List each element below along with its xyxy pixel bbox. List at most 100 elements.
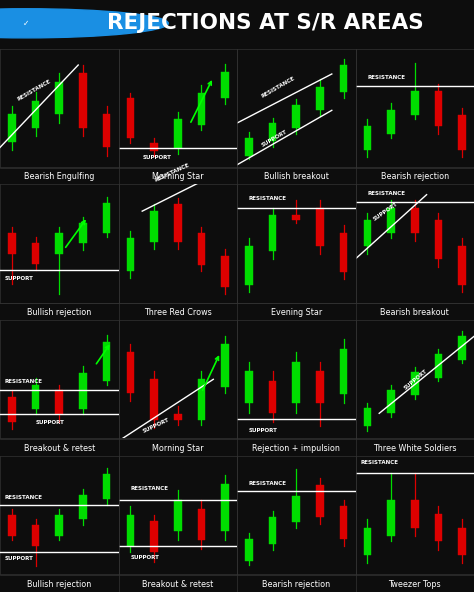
Bar <box>245 371 253 403</box>
Bar <box>292 496 300 522</box>
Bar <box>245 246 253 285</box>
Bar <box>174 414 182 420</box>
Bar <box>435 220 442 259</box>
Bar <box>174 120 182 148</box>
Bar <box>340 506 347 539</box>
Bar <box>316 86 324 110</box>
Bar <box>435 514 442 541</box>
Bar <box>269 381 276 413</box>
Text: Three White Soldiers: Three White Soldiers <box>373 443 456 453</box>
Bar <box>292 105 300 128</box>
Bar <box>340 65 347 92</box>
Text: Bearish breakout: Bearish breakout <box>380 308 449 317</box>
Bar <box>411 208 419 233</box>
Bar <box>458 336 466 359</box>
Text: Three Red Crows: Three Red Crows <box>144 308 211 317</box>
Text: SUPPORT: SUPPORT <box>5 556 34 561</box>
Bar <box>245 539 253 561</box>
Bar <box>32 385 39 410</box>
Bar <box>411 500 419 527</box>
Bar <box>103 342 110 381</box>
Bar <box>55 82 63 114</box>
Bar <box>221 72 229 98</box>
Text: RESISTANCE: RESISTANCE <box>249 481 287 485</box>
Text: REJECTIONS AT S/R AREAS: REJECTIONS AT S/R AREAS <box>107 13 424 33</box>
Bar <box>269 123 276 141</box>
Bar <box>103 114 110 147</box>
Text: SUPPORT: SUPPORT <box>403 369 428 391</box>
Bar <box>387 208 395 233</box>
Text: Bearish Engulfing: Bearish Engulfing <box>24 172 94 181</box>
Text: SUPPORT: SUPPORT <box>142 417 171 434</box>
Text: Evening Star: Evening Star <box>271 308 322 317</box>
Text: RESISTANCE: RESISTANCE <box>261 75 296 99</box>
Bar <box>32 525 39 546</box>
Text: Rejection + impulsion: Rejection + impulsion <box>252 443 340 453</box>
Text: Morning Star: Morning Star <box>152 172 203 181</box>
Bar <box>458 527 466 555</box>
Bar <box>340 349 347 394</box>
Text: RESISTANCE: RESISTANCE <box>5 379 43 384</box>
Bar <box>316 208 324 246</box>
Text: ✓: ✓ <box>23 19 29 28</box>
Bar <box>174 204 182 242</box>
Bar <box>198 509 205 540</box>
Bar <box>150 211 158 242</box>
Text: RESISTANCE: RESISTANCE <box>154 163 191 183</box>
Text: SUPPORT: SUPPORT <box>36 420 64 425</box>
Bar <box>79 73 87 128</box>
Bar <box>8 233 16 253</box>
Bar <box>221 256 229 287</box>
Bar <box>435 354 442 378</box>
Text: Breakout & retest: Breakout & retest <box>142 580 213 588</box>
Bar <box>435 91 442 127</box>
Bar <box>198 233 205 265</box>
Text: SUPPORT: SUPPORT <box>142 155 171 160</box>
Bar <box>269 517 276 543</box>
Text: Breakout & retest: Breakout & retest <box>24 443 95 453</box>
Bar <box>55 233 63 253</box>
Bar <box>292 215 300 220</box>
Text: Bearish rejection: Bearish rejection <box>262 580 330 588</box>
Text: SUPPORT: SUPPORT <box>261 129 288 147</box>
Bar <box>198 379 205 420</box>
Bar <box>387 110 395 134</box>
Bar <box>364 408 371 426</box>
Bar <box>55 390 63 414</box>
Bar <box>340 233 347 272</box>
Bar <box>458 246 466 285</box>
Bar <box>8 515 16 536</box>
Bar <box>8 397 16 422</box>
Bar <box>364 127 371 150</box>
Text: Bullish rejection: Bullish rejection <box>27 308 91 317</box>
Bar <box>103 474 110 499</box>
Bar <box>316 485 324 517</box>
Bar <box>411 372 419 395</box>
Bar <box>364 527 371 555</box>
Bar <box>458 115 466 150</box>
Text: SUPPORT: SUPPORT <box>372 201 399 221</box>
Bar <box>221 345 229 387</box>
Bar <box>198 93 205 125</box>
Bar <box>221 484 229 530</box>
Bar <box>364 220 371 246</box>
Text: SUPPORT: SUPPORT <box>5 276 34 281</box>
Bar <box>79 223 87 243</box>
Bar <box>127 98 134 138</box>
Bar <box>411 91 419 115</box>
Bar <box>150 143 158 151</box>
Text: RESISTANCE: RESISTANCE <box>367 75 405 81</box>
Circle shape <box>0 9 168 38</box>
Bar <box>8 114 16 142</box>
Bar <box>55 515 63 536</box>
Bar <box>127 238 134 271</box>
Text: Bearish rejection: Bearish rejection <box>381 172 449 181</box>
Bar <box>292 362 300 403</box>
Text: RESISTANCE: RESISTANCE <box>360 461 398 465</box>
Bar <box>245 137 253 156</box>
Bar <box>387 500 395 536</box>
Text: Bullish breakout: Bullish breakout <box>264 172 328 181</box>
Bar <box>316 371 324 403</box>
Text: RESISTANCE: RESISTANCE <box>5 495 43 500</box>
Bar <box>127 515 134 546</box>
